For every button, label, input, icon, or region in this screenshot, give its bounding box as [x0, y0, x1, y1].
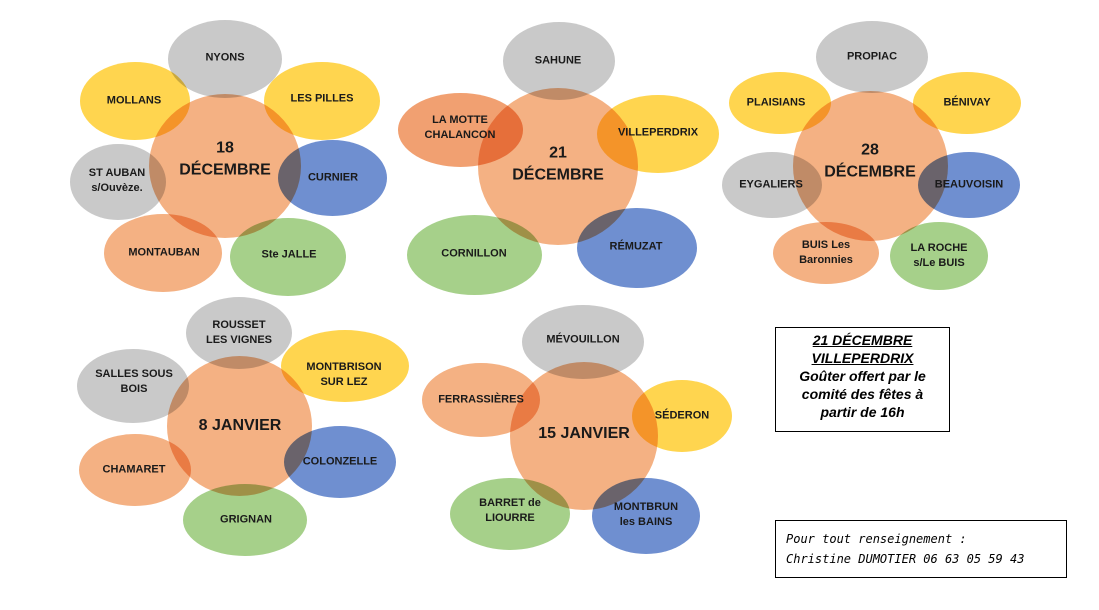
village-label: SÉDERON: [654, 409, 710, 422]
note-text-line: comité des fêtes à: [801, 386, 924, 402]
note-place: VILLEPERDRIX: [811, 350, 914, 366]
village-circle: [79, 434, 191, 506]
note-text-line: Goûter offert par le: [799, 368, 926, 384]
date-label: 8 JANVIER: [198, 416, 282, 434]
village-circle: [918, 152, 1020, 218]
village-label: NYONS: [205, 51, 245, 64]
contact-name-phone: Christine DUMOTIER 06 63 05 59 43: [786, 552, 1025, 566]
village-label: LA MOTTE CHALANCON: [424, 114, 496, 141]
village-circle: [278, 140, 387, 216]
village-circle: [722, 152, 822, 218]
village-circle: [632, 380, 732, 452]
village-circle: [104, 214, 222, 292]
village-circle: [168, 20, 282, 98]
village-label: GRIGNAN: [220, 513, 272, 526]
village-label: VILLEPERDRIX: [617, 126, 699, 139]
village-label: RÉMUZAT: [609, 240, 663, 253]
center-circle: [793, 91, 948, 241]
note-date: 21 DÉCEMBRE: [812, 332, 913, 348]
village-circle: [816, 21, 928, 93]
gouter-note-box: 21 DÉCEMBRE VILLEPERDRIX Goûter offert p…: [775, 327, 950, 432]
village-label: MÉVOUILLON: [546, 333, 620, 346]
village-label: LA ROCHE s/Le BUIS: [910, 242, 968, 269]
village-circle: [264, 62, 380, 140]
village-label: COLONZELLE: [302, 455, 378, 468]
contact-box: Pour tout renseignement : Christine DUMO…: [775, 520, 1067, 578]
village-circle: [183, 484, 307, 556]
village-circle: [230, 218, 346, 296]
village-circle: [398, 93, 523, 167]
village-label: MONTAUBAN: [128, 246, 200, 259]
village-label: BÉNIVAY: [943, 96, 991, 109]
village-circle: [77, 349, 189, 423]
village-label: BARRET de LIOURRE: [479, 497, 541, 524]
village-label: PROPIAC: [846, 50, 898, 63]
date-label: 18 DÉCEMBRE: [179, 139, 271, 179]
village-circle: [597, 95, 719, 173]
date-label: 15 JANVIER: [538, 424, 630, 442]
village-circle: [577, 208, 697, 288]
village-circle: [592, 478, 700, 554]
village-label: BEAUVOISIN: [934, 178, 1004, 191]
village-label: MOLLANS: [106, 94, 162, 107]
village-circle: [890, 222, 988, 290]
village-circle: [70, 144, 166, 220]
village-label: EYGALIERS: [739, 178, 803, 191]
village-circle: [729, 72, 831, 134]
center-circle: [510, 362, 658, 510]
center-circle: [149, 94, 301, 238]
village-circle: [281, 330, 409, 402]
village-circle: [422, 363, 540, 437]
contact-heading: Pour tout renseignement :: [786, 532, 967, 546]
village-circle: [773, 222, 879, 284]
note-text-line: partir de 16h: [820, 404, 905, 420]
village-circle: [186, 297, 292, 369]
village-circle: [80, 62, 190, 140]
village-circle: [450, 478, 570, 550]
village-label: LES PILLES: [290, 92, 354, 105]
village-label: Ste JALLE: [261, 248, 317, 261]
village-label: PLAISIANS: [746, 96, 806, 109]
village-label: SAHUNE: [534, 54, 582, 67]
center-circle: [167, 356, 312, 496]
village-label: BUIS Les Baronnies: [799, 239, 853, 266]
village-circle: [913, 72, 1021, 134]
village-label: MONTBRUN les BAINS: [613, 501, 679, 528]
village-label: CURNIER: [307, 171, 359, 184]
village-label: FERRASSIÈRES: [438, 393, 524, 406]
village-label: ST AUBAN s/Ouvèze.: [88, 167, 146, 194]
village-circle: [522, 305, 644, 379]
village-label: CHAMARET: [102, 463, 166, 476]
village-label: CORNILLON: [441, 247, 507, 260]
date-label: 21 DÉCEMBRE: [512, 144, 604, 184]
date-label: 28 DÉCEMBRE: [824, 141, 916, 181]
village-circle: [407, 215, 542, 295]
center-circle: [478, 88, 638, 245]
village-label: MONTBRISON SUR LEZ: [306, 361, 382, 388]
village-label: ROUSSET LES VIGNES: [205, 319, 273, 346]
village-label: SALLES SOUS BOIS: [95, 368, 173, 395]
village-circle: [284, 426, 396, 498]
village-circle: [503, 22, 615, 100]
